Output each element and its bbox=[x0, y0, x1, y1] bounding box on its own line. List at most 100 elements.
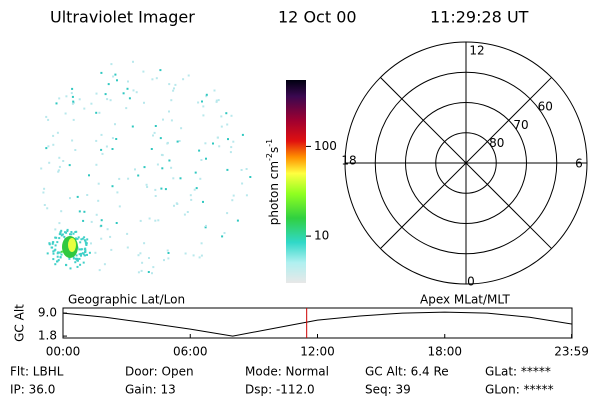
ring-label: 80 bbox=[489, 136, 504, 150]
speckle bbox=[146, 186, 149, 188]
speckle bbox=[226, 212, 229, 215]
speckle bbox=[81, 252, 84, 255]
speckle bbox=[80, 252, 82, 255]
speckle bbox=[100, 237, 103, 240]
speckle bbox=[85, 244, 88, 246]
speckle bbox=[100, 71, 103, 74]
speckle bbox=[76, 258, 79, 261]
speckle bbox=[154, 195, 157, 197]
speckle bbox=[78, 98, 81, 101]
speckle bbox=[100, 224, 103, 227]
speckle bbox=[114, 73, 117, 76]
speckle bbox=[70, 231, 73, 233]
speckle bbox=[46, 252, 49, 255]
speckle bbox=[71, 139, 74, 142]
speckle bbox=[156, 163, 159, 166]
speckle bbox=[245, 168, 248, 170]
speckle bbox=[218, 145, 221, 148]
speckle bbox=[88, 174, 90, 177]
speckle bbox=[116, 79, 118, 82]
speckle bbox=[65, 95, 68, 98]
speckle bbox=[72, 257, 75, 260]
speckle bbox=[88, 251, 91, 254]
speckle bbox=[59, 231, 62, 234]
label-part: s bbox=[267, 147, 281, 153]
speckle bbox=[76, 237, 79, 240]
speckle bbox=[199, 177, 202, 180]
mlt-label: 18 bbox=[341, 154, 356, 168]
speckle bbox=[152, 134, 154, 137]
speckle bbox=[200, 254, 203, 257]
speckle bbox=[232, 140, 235, 143]
speckle bbox=[72, 232, 75, 235]
speckle bbox=[164, 188, 167, 191]
speckle bbox=[57, 169, 60, 172]
speckle bbox=[166, 249, 169, 252]
speckle bbox=[118, 177, 121, 180]
speckle bbox=[60, 210, 63, 213]
speckle bbox=[82, 219, 85, 222]
speckle bbox=[154, 219, 157, 222]
speckle bbox=[167, 252, 170, 254]
speckle bbox=[200, 242, 203, 245]
speckle bbox=[170, 119, 173, 122]
speckle bbox=[43, 187, 46, 190]
speckle bbox=[192, 254, 195, 257]
mlt-label: 12 bbox=[469, 44, 484, 58]
speckle bbox=[166, 141, 169, 144]
speckle bbox=[72, 101, 75, 104]
info-field: Mode: Normal bbox=[245, 365, 329, 379]
speckle bbox=[63, 235, 66, 238]
speckle bbox=[104, 93, 107, 96]
speckle bbox=[84, 249, 87, 252]
timeline: 9.0 1.8 00:00 06:00 12:00 18:00 23:59 bbox=[38, 306, 589, 359]
speckle bbox=[57, 170, 60, 173]
speckle bbox=[42, 191, 45, 194]
speckle bbox=[167, 257, 170, 260]
speckle bbox=[43, 204, 46, 206]
speckle bbox=[200, 159, 203, 161]
speckle bbox=[72, 118, 75, 121]
speckle bbox=[55, 236, 58, 239]
info-field: GLon: ***** bbox=[485, 383, 554, 397]
speckle bbox=[81, 237, 84, 240]
speckle bbox=[80, 254, 82, 257]
speckle bbox=[101, 152, 104, 155]
speckle bbox=[95, 92, 98, 95]
polar-ring bbox=[374, 71, 558, 255]
speckle bbox=[215, 99, 218, 102]
speckle bbox=[175, 202, 178, 205]
speckle bbox=[78, 257, 81, 260]
speckle bbox=[198, 256, 201, 259]
speckle bbox=[97, 199, 100, 202]
speckle bbox=[153, 131, 156, 134]
speckle bbox=[80, 238, 83, 241]
ring-label: 60 bbox=[538, 100, 553, 114]
info-field: GLat: ***** bbox=[485, 365, 551, 379]
speckle bbox=[48, 161, 51, 164]
speckle bbox=[162, 118, 164, 121]
speckle bbox=[60, 229, 63, 232]
speckle bbox=[45, 147, 48, 150]
speckle bbox=[241, 133, 244, 136]
speckle bbox=[106, 228, 109, 231]
speckle bbox=[58, 156, 61, 159]
x-tick-label: 18:00 bbox=[427, 345, 462, 359]
speckle bbox=[90, 102, 93, 105]
speckle bbox=[215, 100, 218, 103]
speckle bbox=[56, 131, 59, 134]
x-tick-label: 06:00 bbox=[173, 345, 208, 359]
speckle bbox=[75, 254, 78, 257]
speckle bbox=[46, 207, 49, 210]
speckle bbox=[189, 194, 192, 197]
speckle bbox=[240, 169, 243, 171]
speckle bbox=[100, 148, 103, 151]
timeline-right-label: Apex MLat/MLT bbox=[420, 293, 510, 307]
speckle bbox=[40, 167, 43, 170]
speckle bbox=[95, 139, 98, 142]
label-part: -2 bbox=[265, 153, 274, 161]
speckle bbox=[217, 99, 220, 102]
speckle bbox=[118, 205, 121, 208]
speckle bbox=[90, 242, 92, 245]
